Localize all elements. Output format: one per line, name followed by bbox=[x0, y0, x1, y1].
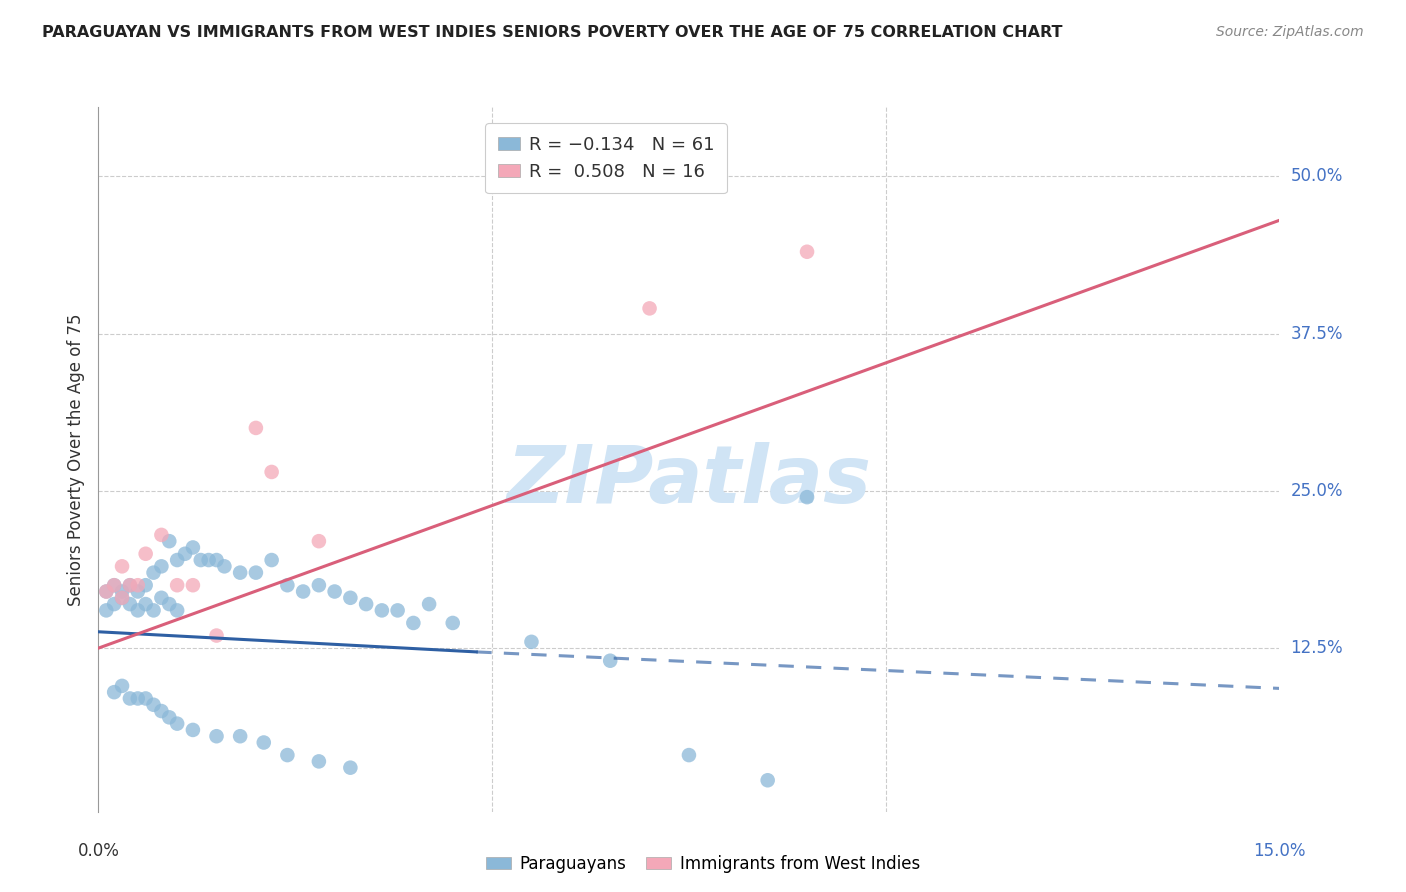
Point bbox=[245, 421, 267, 435]
Point bbox=[103, 578, 125, 592]
Point bbox=[127, 584, 149, 599]
Point bbox=[796, 244, 818, 259]
Point bbox=[118, 578, 141, 592]
Point bbox=[339, 761, 361, 775]
Point bbox=[276, 748, 298, 763]
Point bbox=[103, 578, 125, 592]
Point bbox=[142, 603, 165, 617]
Point bbox=[142, 698, 165, 712]
Point bbox=[418, 597, 440, 611]
Point bbox=[308, 755, 330, 769]
Legend: Paraguayans, Immigrants from West Indies: Paraguayans, Immigrants from West Indies bbox=[479, 848, 927, 880]
Point bbox=[103, 597, 125, 611]
Legend: R = −0.134   N = 61, R =  0.508   N = 16: R = −0.134 N = 61, R = 0.508 N = 16 bbox=[485, 123, 727, 194]
Point bbox=[103, 685, 125, 699]
Point bbox=[150, 528, 173, 542]
Point bbox=[205, 553, 228, 567]
Point bbox=[111, 591, 134, 605]
Point bbox=[111, 559, 134, 574]
Text: PARAGUAYAN VS IMMIGRANTS FROM WEST INDIES SENIORS POVERTY OVER THE AGE OF 75 COR: PARAGUAYAN VS IMMIGRANTS FROM WEST INDIE… bbox=[42, 25, 1063, 40]
Point bbox=[111, 591, 134, 605]
Point bbox=[135, 578, 157, 592]
Text: 0.0%: 0.0% bbox=[77, 842, 120, 860]
Point bbox=[441, 615, 464, 630]
Point bbox=[260, 553, 283, 567]
Point bbox=[157, 710, 180, 724]
Point bbox=[339, 591, 361, 605]
Point bbox=[190, 553, 212, 567]
Point bbox=[402, 615, 425, 630]
Point bbox=[229, 566, 252, 580]
Point bbox=[118, 691, 141, 706]
Point bbox=[214, 559, 236, 574]
Point bbox=[308, 578, 330, 592]
Text: Source: ZipAtlas.com: Source: ZipAtlas.com bbox=[1216, 25, 1364, 39]
Point bbox=[166, 603, 188, 617]
Point bbox=[127, 691, 149, 706]
Text: 50.0%: 50.0% bbox=[1291, 167, 1343, 186]
Text: 37.5%: 37.5% bbox=[1291, 325, 1343, 343]
Text: 25.0%: 25.0% bbox=[1291, 482, 1343, 500]
Point bbox=[181, 541, 204, 555]
Point bbox=[197, 553, 219, 567]
Text: 12.5%: 12.5% bbox=[1291, 640, 1343, 657]
Point bbox=[118, 578, 141, 592]
Point bbox=[292, 584, 315, 599]
Point bbox=[174, 547, 197, 561]
Point bbox=[260, 465, 283, 479]
Point bbox=[796, 490, 818, 504]
Point bbox=[142, 566, 165, 580]
Point bbox=[135, 597, 157, 611]
Point bbox=[371, 603, 394, 617]
Point bbox=[205, 729, 228, 743]
Point bbox=[157, 597, 180, 611]
Y-axis label: Seniors Poverty Over the Age of 75: Seniors Poverty Over the Age of 75 bbox=[66, 313, 84, 606]
Point bbox=[150, 704, 173, 718]
Point bbox=[229, 729, 252, 743]
Point bbox=[308, 534, 330, 549]
Point bbox=[245, 566, 267, 580]
Point bbox=[118, 597, 141, 611]
Point bbox=[638, 301, 661, 316]
Point bbox=[181, 578, 204, 592]
Point bbox=[96, 584, 118, 599]
Text: ZIPatlas: ZIPatlas bbox=[506, 442, 872, 519]
Point bbox=[323, 584, 346, 599]
Point bbox=[166, 578, 188, 592]
Point bbox=[111, 679, 134, 693]
Point bbox=[354, 597, 377, 611]
Point bbox=[135, 691, 157, 706]
Point bbox=[756, 773, 779, 788]
Point bbox=[150, 559, 173, 574]
Point bbox=[520, 635, 543, 649]
Point bbox=[135, 547, 157, 561]
Point bbox=[678, 748, 700, 763]
Point bbox=[181, 723, 204, 737]
Point bbox=[111, 584, 134, 599]
Point bbox=[127, 603, 149, 617]
Point bbox=[599, 654, 621, 668]
Point bbox=[150, 591, 173, 605]
Point bbox=[387, 603, 409, 617]
Point bbox=[157, 534, 180, 549]
Point bbox=[96, 584, 118, 599]
Point bbox=[127, 578, 149, 592]
Point bbox=[253, 735, 276, 749]
Point bbox=[166, 716, 188, 731]
Point bbox=[96, 603, 118, 617]
Point bbox=[276, 578, 298, 592]
Point bbox=[205, 628, 228, 642]
Point bbox=[166, 553, 188, 567]
Text: 15.0%: 15.0% bbox=[1253, 842, 1306, 860]
